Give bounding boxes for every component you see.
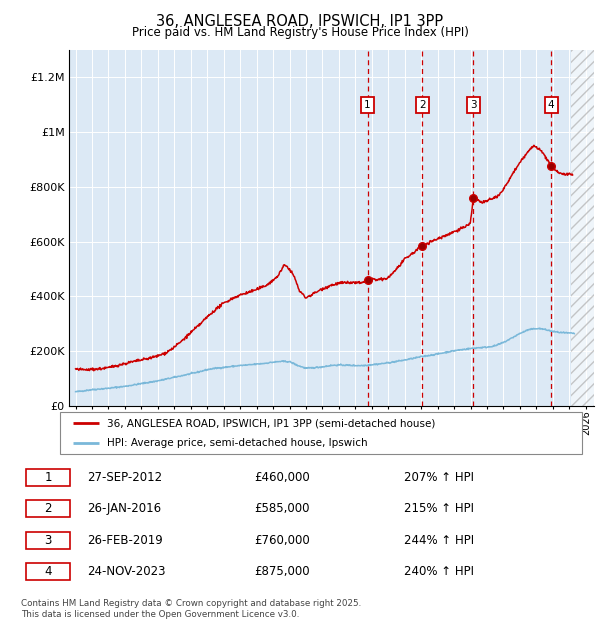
Text: 2: 2	[44, 502, 52, 515]
Text: 3: 3	[44, 534, 52, 547]
Text: 240% ↑ HPI: 240% ↑ HPI	[404, 565, 473, 578]
Text: 4: 4	[548, 100, 554, 110]
Text: 26-JAN-2016: 26-JAN-2016	[87, 502, 161, 515]
Text: 215% ↑ HPI: 215% ↑ HPI	[404, 502, 473, 515]
FancyBboxPatch shape	[26, 469, 70, 486]
FancyBboxPatch shape	[26, 500, 70, 518]
Text: 1: 1	[44, 471, 52, 484]
Text: 24-NOV-2023: 24-NOV-2023	[87, 565, 166, 578]
Text: £875,000: £875,000	[254, 565, 310, 578]
Text: 207% ↑ HPI: 207% ↑ HPI	[404, 471, 473, 484]
Bar	[571, 50, 594, 406]
Text: £585,000: £585,000	[254, 502, 310, 515]
Text: 2: 2	[419, 100, 425, 110]
Text: Price paid vs. HM Land Registry's House Price Index (HPI): Price paid vs. HM Land Registry's House …	[131, 26, 469, 39]
Text: 36, ANGLESEA ROAD, IPSWICH, IP1 3PP (semi-detached house): 36, ANGLESEA ROAD, IPSWICH, IP1 3PP (sem…	[107, 418, 436, 428]
FancyBboxPatch shape	[60, 412, 582, 454]
Text: £460,000: £460,000	[254, 471, 310, 484]
Text: £760,000: £760,000	[254, 534, 310, 547]
Text: 244% ↑ HPI: 244% ↑ HPI	[404, 534, 474, 547]
FancyBboxPatch shape	[26, 531, 70, 549]
Text: 36, ANGLESEA ROAD, IPSWICH, IP1 3PP: 36, ANGLESEA ROAD, IPSWICH, IP1 3PP	[157, 14, 443, 29]
Text: 4: 4	[44, 565, 52, 578]
FancyBboxPatch shape	[26, 563, 70, 580]
Text: 27-SEP-2012: 27-SEP-2012	[87, 471, 162, 484]
Text: 26-FEB-2019: 26-FEB-2019	[87, 534, 163, 547]
Text: 3: 3	[470, 100, 476, 110]
Text: HPI: Average price, semi-detached house, Ipswich: HPI: Average price, semi-detached house,…	[107, 438, 368, 448]
Text: Contains HM Land Registry data © Crown copyright and database right 2025.
This d: Contains HM Land Registry data © Crown c…	[21, 600, 361, 619]
Bar	[571, 50, 594, 406]
Text: 1: 1	[364, 100, 371, 110]
